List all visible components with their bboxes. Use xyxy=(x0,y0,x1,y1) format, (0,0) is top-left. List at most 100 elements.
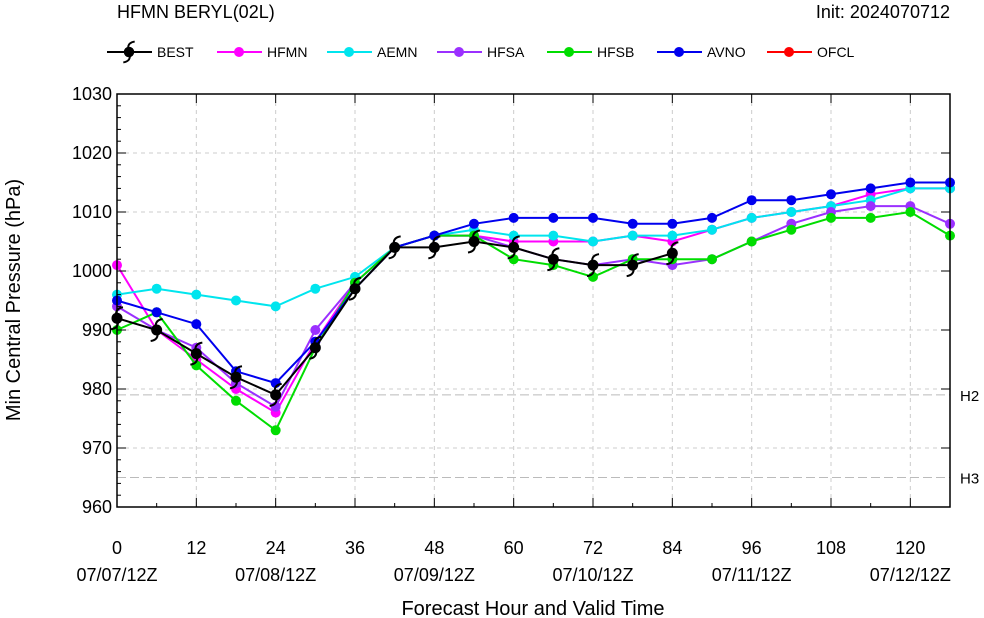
data-point-best xyxy=(626,253,639,278)
x-date-label: 07/07/12Z xyxy=(76,565,157,585)
legend-label: HFSA xyxy=(487,44,525,60)
data-point-aemn xyxy=(786,207,797,217)
y-axis-label: Min Central Pressure (hPa) xyxy=(3,179,25,421)
y-tick-label: 990 xyxy=(82,320,112,340)
x-tick-label: 84 xyxy=(662,538,682,558)
data-point-avno xyxy=(786,195,797,206)
axes: 960 970 980 990 1000 1010 1020 1030 0 12 24 36 48 60 7… xyxy=(72,84,951,585)
x-tick-label: 12 xyxy=(186,538,206,558)
x-tick-label: 96 xyxy=(742,538,762,558)
series-layer xyxy=(110,177,955,436)
data-point-hfsa xyxy=(310,325,321,335)
reference-line-label: H2 xyxy=(960,388,979,405)
data-point-hfsb xyxy=(865,212,876,223)
x-tick-label: 36 xyxy=(345,538,365,558)
x-tick-label: 120 xyxy=(895,538,925,558)
data-point-hfsb xyxy=(905,207,916,217)
data-point-best xyxy=(507,235,520,260)
legend-item-avno: AVNO xyxy=(657,44,746,60)
data-point-aemn xyxy=(746,212,757,223)
legend-item-hfsb: HFSB xyxy=(547,44,634,60)
x-tick-label: 60 xyxy=(504,538,524,558)
data-point-hfsb xyxy=(746,236,757,247)
data-point-aemn xyxy=(151,283,162,294)
legend-marker xyxy=(454,47,464,57)
data-point-best xyxy=(586,253,600,278)
data-point-hfsb xyxy=(270,425,281,436)
legend: BEST HFMN AEMN HFSA HFSB AVNO OFCL xyxy=(107,40,855,64)
data-point-avno xyxy=(865,183,876,194)
legend-marker xyxy=(674,47,684,57)
data-point-avno xyxy=(508,212,519,223)
x-tick-label: 24 xyxy=(266,538,286,558)
data-point-avno xyxy=(191,319,202,330)
x-date-label: 07/11/12Z xyxy=(712,565,792,585)
legend-marker xyxy=(234,47,244,57)
data-point-aemn xyxy=(270,301,281,312)
data-point-avno xyxy=(588,212,598,223)
y-tick-label: 980 xyxy=(82,379,112,399)
data-point-best xyxy=(309,335,322,360)
y-tick-label: 1000 xyxy=(72,261,112,281)
data-point-best xyxy=(428,235,441,260)
data-point-hfsb xyxy=(231,395,241,406)
chart-title: HFMN BERYL(02L) xyxy=(117,2,275,22)
legend-label: BEST xyxy=(157,44,194,60)
data-point-aemn xyxy=(548,230,559,241)
legend-item-aemn: AEMN xyxy=(327,44,417,60)
data-point-aemn xyxy=(231,295,241,306)
legend-label: HFMN xyxy=(267,44,307,60)
data-point-hfsb xyxy=(826,212,836,223)
data-point-avno xyxy=(746,195,757,206)
x-tick-label: 48 xyxy=(424,538,444,558)
data-point-best xyxy=(269,382,282,407)
legend-item-hfsa: HFSA xyxy=(437,44,525,60)
y-tick-label: 1010 xyxy=(72,202,112,222)
legend-item-ofcl: OFCL xyxy=(767,44,855,60)
data-point-aemn xyxy=(310,283,321,294)
data-point-avno xyxy=(826,189,836,200)
legend-label: AVNO xyxy=(707,44,746,60)
legend-label: HFSB xyxy=(597,44,634,60)
legend-marker xyxy=(784,47,794,57)
data-point-avno xyxy=(667,218,678,229)
data-point-avno xyxy=(469,218,479,229)
x-date-label: 07/09/12Z xyxy=(394,565,475,585)
data-point-best xyxy=(190,341,203,366)
legend-item-best: BEST xyxy=(107,40,194,64)
data-point-best xyxy=(229,365,243,390)
data-point-hfsb xyxy=(707,254,717,265)
data-point-avno xyxy=(905,177,916,188)
x-tick-label: 108 xyxy=(816,538,846,558)
data-point-best xyxy=(547,247,560,272)
y-tick-label: 1030 xyxy=(72,84,112,104)
data-point-best xyxy=(348,276,362,301)
series-line-avno xyxy=(116,181,950,385)
init-time: Init: 2024070712 xyxy=(816,2,950,22)
data-point-avno xyxy=(707,212,717,223)
legend-marker xyxy=(344,47,354,57)
grid xyxy=(117,94,950,507)
reference-lines: H2 H3 xyxy=(117,388,979,488)
series-line-aemn xyxy=(116,187,950,308)
data-point-best xyxy=(467,229,481,254)
x-date-label: 07/10/12Z xyxy=(552,565,633,585)
data-point-best xyxy=(388,235,401,260)
legend-label: OFCL xyxy=(817,44,855,60)
plot-frame xyxy=(116,93,951,508)
legend-marker xyxy=(564,47,574,57)
x-tick-label: 72 xyxy=(583,538,603,558)
reference-line-label: H3 xyxy=(960,471,979,488)
data-point-avno xyxy=(627,218,638,229)
y-tick-label: 970 xyxy=(82,438,112,458)
x-date-label: 07/08/12Z xyxy=(235,565,316,585)
data-point-aemn xyxy=(707,224,717,235)
x-tick-label: 0 xyxy=(112,538,122,558)
data-point-hfsa xyxy=(865,201,876,212)
data-point-aemn xyxy=(627,230,638,241)
x-date-label: 07/12/12Z xyxy=(870,565,951,585)
legend-hurricane-icon xyxy=(123,40,135,64)
data-point-best xyxy=(150,318,163,342)
legend-item-hfmn: HFMN xyxy=(217,44,307,60)
